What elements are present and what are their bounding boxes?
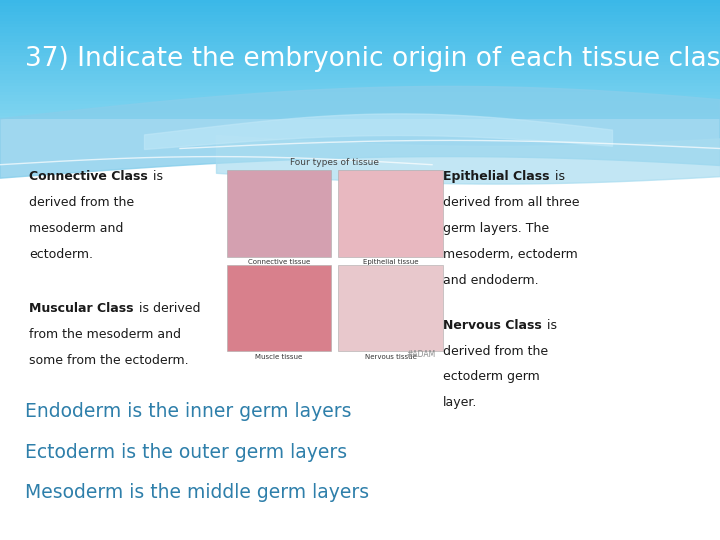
Bar (0, 83, 720, 86)
Bar (227, 265, 331, 351)
Bar (0, 51, 720, 53)
Bar (0, 18, 720, 21)
Text: is: is (551, 170, 564, 183)
Bar (0, 48, 720, 50)
Bar (0, 89, 720, 92)
Bar (0, 80, 720, 83)
Bar (0, 12, 720, 15)
Bar (0, 104, 720, 107)
Bar (0, 107, 720, 110)
Bar (0, 71, 720, 74)
Text: #ADAM: #ADAM (406, 350, 436, 359)
Text: Nervous tissue: Nervous tissue (364, 354, 417, 360)
Text: Nervous Class: Nervous Class (443, 319, 541, 332)
Text: Mesoderm is the middle germ layers: Mesoderm is the middle germ layers (25, 483, 369, 502)
Text: is: is (543, 319, 557, 332)
Bar (0, 26, 720, 30)
Text: ectoderm.: ectoderm. (29, 248, 93, 261)
Bar (0, 36, 720, 38)
Bar (0, 56, 720, 59)
Bar (0, 95, 720, 98)
Text: Ectoderm is the outer germ layers: Ectoderm is the outer germ layers (25, 443, 347, 462)
Bar (0, 9, 720, 12)
Text: Four types of tissue: Four types of tissue (290, 158, 379, 167)
Text: Endoderm is the inner germ layers: Endoderm is the inner germ layers (25, 402, 351, 421)
Bar (0, 30, 720, 32)
Bar (338, 170, 443, 256)
Bar (0, 69, 720, 71)
Text: Connective Class: Connective Class (29, 170, 148, 183)
Text: derived from all three: derived from all three (443, 196, 580, 209)
Bar (0, 3, 720, 6)
Bar (0, 75, 720, 77)
Bar (0, 0, 720, 3)
Text: Muscular Class: Muscular Class (29, 302, 133, 315)
Bar (338, 265, 443, 351)
Text: Epithelial tissue: Epithelial tissue (363, 259, 418, 265)
Bar (0, 86, 720, 89)
Bar (0, 110, 720, 113)
Text: mesoderm, ectoderm: mesoderm, ectoderm (443, 248, 577, 261)
Text: Muscle tissue: Muscle tissue (256, 354, 302, 360)
Text: derived from the: derived from the (443, 345, 548, 357)
Bar (0, 92, 720, 95)
Text: derived from the: derived from the (29, 196, 134, 209)
Bar (0, 116, 720, 119)
Text: Epithelial Class: Epithelial Class (443, 170, 549, 183)
Bar (0, 32, 720, 36)
Bar (0, 77, 720, 80)
Text: from the mesoderm and: from the mesoderm and (29, 328, 181, 341)
Text: layer.: layer. (443, 396, 477, 409)
Bar (0, 113, 720, 116)
Bar (0, 39, 720, 42)
Text: germ layers. The: germ layers. The (443, 222, 549, 235)
Bar (0, 98, 720, 101)
Bar (227, 170, 331, 256)
Bar (0, 65, 720, 68)
Bar (0, 45, 720, 48)
Text: Connective tissue: Connective tissue (248, 259, 310, 265)
Bar (0, 59, 720, 62)
Bar (0, 6, 720, 9)
Bar (0, 15, 720, 18)
Text: is: is (149, 170, 163, 183)
Text: and endoderm.: and endoderm. (443, 274, 539, 287)
Bar (0, 101, 720, 104)
Bar (0, 53, 720, 56)
Text: 37) Indicate the embryonic origin of each tissue class.: 37) Indicate the embryonic origin of eac… (25, 46, 720, 72)
Bar (0, 42, 720, 45)
Bar (0, 21, 720, 24)
Text: is derived: is derived (135, 302, 200, 315)
Bar (0, 62, 720, 65)
Text: mesoderm and: mesoderm and (29, 222, 123, 235)
Text: some from the ectoderm.: some from the ectoderm. (29, 354, 189, 367)
Text: ectoderm germ: ectoderm germ (443, 370, 539, 383)
Bar (0, 24, 720, 26)
